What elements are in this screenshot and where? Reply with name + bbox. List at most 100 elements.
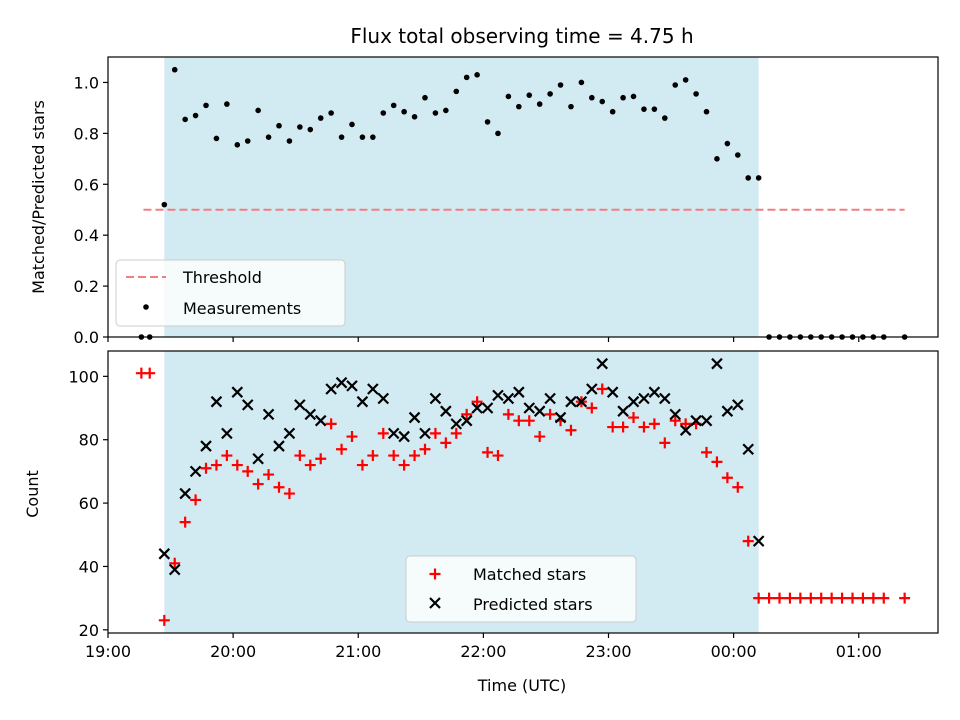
- predicted-stars-point: [659, 392, 671, 405]
- bottom-y-tick-label: 40: [79, 557, 99, 576]
- measurements-point: [745, 175, 752, 181]
- matched-stars-point: [200, 462, 212, 474]
- measurements-point: [662, 115, 668, 121]
- matched-stars-point: [502, 408, 514, 420]
- matched-stars-point: [721, 472, 733, 484]
- matched-stars-point: [586, 402, 598, 414]
- x-tick-label: 00:00: [711, 642, 757, 661]
- matched-stars-point: [544, 408, 556, 420]
- measurements-point: [286, 138, 293, 144]
- bottom-panel: 20 40 60 80 100 19:00 20:00 21:00 22:00 23:00 00:0…: [23, 350, 939, 695]
- predicted-stars-point: [533, 405, 546, 417]
- matched-stars-point: [732, 481, 744, 493]
- predicted-stars-point: [168, 563, 181, 576]
- matched-stars-point: [450, 427, 462, 439]
- measurements-point: [526, 92, 533, 98]
- matched-stars-point: [492, 450, 504, 462]
- predicted-stars-point: [346, 380, 358, 392]
- bottom-plot-frame: [107, 350, 939, 634]
- predicted-stars-point: [241, 399, 254, 411]
- matched-stars-point: [638, 421, 650, 433]
- legend-matched-swatch: [429, 568, 441, 580]
- predicted-stars-point: [179, 487, 191, 500]
- predicted-stars-point: [638, 392, 650, 405]
- matched-stars-point: [899, 592, 911, 604]
- top-y-tick-label: 0.4: [74, 226, 99, 245]
- matched-stars-point: [179, 516, 191, 528]
- matched-stars-point: [377, 427, 389, 439]
- chart-title: Flux total observing time = 4.75 h: [350, 24, 693, 48]
- matched-stars-point: [356, 459, 368, 471]
- matched-stars-point: [273, 481, 285, 493]
- matched-stars-point: [409, 450, 421, 462]
- measurements-point: [411, 114, 418, 120]
- predicted-stars-point: [450, 418, 463, 430]
- measurements-point: [703, 108, 710, 115]
- measurements-point: [380, 110, 387, 116]
- matched-stars-point: [388, 450, 400, 462]
- measurements-point: [203, 102, 209, 109]
- legend-predicted-swatch: [429, 597, 441, 609]
- matched-stars-point: [805, 592, 817, 604]
- measurements-point: [693, 91, 699, 97]
- matched-stars-point: [669, 415, 681, 427]
- predicted-stars-point: [669, 408, 682, 421]
- predicted-stars-point: [742, 443, 755, 456]
- matched-stars-point: [242, 465, 254, 477]
- measurements-point: [192, 112, 199, 119]
- legend-predicted-label: Predicted stars: [473, 595, 593, 614]
- predicted-stars-point: [356, 395, 369, 408]
- matched-stars-point: [482, 446, 494, 458]
- x-axis-label: Time (UTC): [477, 676, 566, 695]
- top-plot-frame: [107, 56, 939, 338]
- matched-stars-point: [190, 494, 202, 506]
- legend-measurements-swatch: [143, 304, 149, 310]
- predicted-stars-point: [648, 386, 661, 398]
- bottom-legend: Matched stars Predicted stars: [405, 555, 637, 623]
- predicted-stars-point: [617, 405, 629, 417]
- measurements-point: [620, 94, 626, 101]
- measurements-point: [714, 156, 720, 162]
- measurements-point: [171, 66, 178, 73]
- predicted-stars-point: [221, 427, 233, 440]
- measurements-point: [255, 107, 261, 114]
- predicted-stars-point: [554, 411, 567, 424]
- predicted-stars-point: [387, 427, 400, 440]
- bottom-y-tick-label: 60: [79, 494, 99, 513]
- predicted-stars-point: [440, 405, 452, 417]
- predicted-stars-point: [283, 427, 296, 440]
- measurements-point: [370, 134, 376, 140]
- predicted-stars-point: [262, 408, 275, 421]
- predicted-stars-point: [492, 389, 504, 402]
- matched-stars-point: [701, 446, 713, 458]
- measurements-point: [651, 106, 658, 112]
- matched-stars-point: [471, 396, 483, 408]
- matched-stars-point: [263, 469, 275, 481]
- measurements-point: [589, 94, 595, 101]
- matched-stars-point: [221, 450, 233, 462]
- matched-stars-point: [440, 437, 452, 449]
- matched-stars-point: [784, 592, 796, 604]
- measurements-point: [432, 110, 439, 116]
- predicted-stars-point: [700, 414, 713, 427]
- matched-stars-point: [836, 592, 848, 604]
- matched-stars-point: [826, 592, 838, 604]
- matched-stars-point: [711, 456, 723, 468]
- predicted-stars-point: [304, 408, 317, 421]
- measurements-point: [536, 101, 543, 107]
- predicted-stars-point: [596, 357, 609, 370]
- matched-stars-point: [513, 415, 525, 427]
- matched-stars-point: [763, 592, 775, 604]
- measurements-point: [307, 126, 314, 133]
- predicted-stars-point: [273, 440, 285, 452]
- measurements-point: [630, 93, 637, 100]
- x-tick-label: 19:00: [85, 642, 131, 661]
- bottom-y-tick-label: 100: [68, 367, 99, 386]
- top-panel: 0.00.20.40.60.81.0ThresholdMeasurements …: [29, 56, 939, 347]
- measurements-point: [453, 88, 460, 95]
- legend-matched-label: Matched stars: [473, 565, 586, 584]
- measurements-point: [213, 135, 220, 142]
- measurements-point: [244, 138, 251, 144]
- measurements-point: [474, 72, 480, 78]
- predicted-stars-point: [189, 465, 202, 478]
